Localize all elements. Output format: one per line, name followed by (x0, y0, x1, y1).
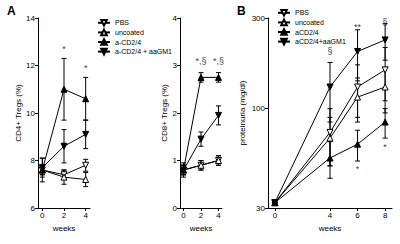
svg-text:B: B (237, 4, 246, 18)
svg-text:8: 8 (31, 156, 36, 165)
svg-text:CD4+ Tregs (%): CD4+ Tregs (%) (14, 84, 23, 142)
svg-text:aCD2/4: aCD2/4 (295, 29, 319, 36)
svg-text:weeks: weeks (52, 224, 76, 233)
svg-text:§: § (327, 46, 332, 56)
svg-text:14: 14 (26, 14, 35, 23)
svg-text:*: * (383, 142, 387, 152)
svg-text:CD8+ Tregs (%): CD8+ Tregs (%) (160, 84, 169, 142)
svg-text:6: 6 (355, 211, 360, 220)
svg-text:2: 2 (62, 211, 67, 220)
svg-text:*: * (62, 44, 66, 54)
svg-text:0: 0 (181, 211, 186, 220)
svg-text:30: 30 (256, 204, 265, 213)
svg-text:0: 0 (273, 211, 278, 220)
svg-text:A: A (7, 4, 16, 18)
svg-text:8: 8 (383, 211, 388, 220)
svg-text:100: 100 (252, 104, 266, 113)
svg-text:*: * (356, 164, 360, 174)
svg-text:a-CD2/4 + aaGM1: a-CD2/4 + aaGM1 (115, 48, 172, 55)
svg-text:PBS: PBS (115, 19, 129, 26)
svg-text:2: 2 (199, 211, 204, 220)
svg-text:6: 6 (31, 204, 36, 213)
svg-text:*,§: *,§ (213, 56, 224, 66)
svg-text:10: 10 (26, 109, 35, 118)
svg-text:12: 12 (26, 61, 35, 70)
svg-text:§: § (383, 17, 388, 27)
svg-text:2: 2 (173, 109, 178, 118)
svg-text:4: 4 (173, 14, 178, 23)
svg-text:*,§: *,§ (195, 56, 206, 66)
svg-text:*: * (84, 63, 88, 73)
svg-text:aCD2/4+aaGM1: aCD2/4+aaGM1 (295, 38, 346, 45)
svg-text:weeks: weeks (189, 224, 213, 233)
svg-text:4: 4 (83, 211, 88, 220)
svg-text:uncoated: uncoated (115, 29, 144, 36)
svg-text:PBS: PBS (295, 9, 309, 16)
svg-text:uncoated: uncoated (295, 19, 324, 26)
svg-text:**: ** (354, 22, 362, 32)
svg-text:0: 0 (40, 211, 45, 220)
svg-text:4: 4 (328, 211, 333, 220)
svg-text:4: 4 (216, 211, 221, 220)
svg-text:300: 300 (252, 14, 266, 23)
svg-text:1: 1 (173, 156, 178, 165)
svg-text:a-CD2/4: a-CD2/4 (115, 39, 141, 46)
svg-text:0: 0 (173, 204, 178, 213)
svg-text:weeks: weeks (318, 224, 342, 233)
svg-text:proteinuria (mg/dl): proteinuria (mg/dl) (238, 80, 247, 145)
svg-text:3: 3 (173, 61, 178, 70)
